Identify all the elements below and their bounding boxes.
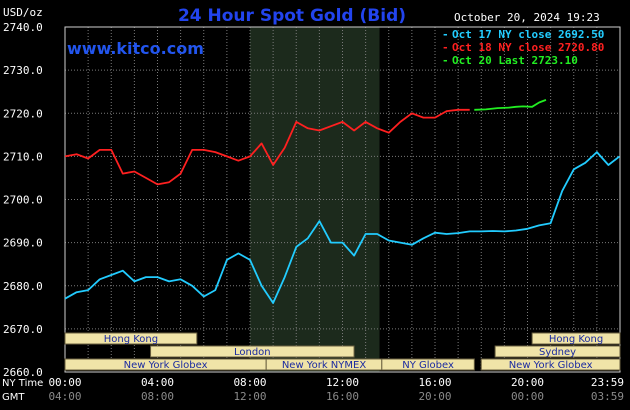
x-tick-label-gmt: 12:00: [233, 390, 266, 403]
x-tick-label-gmt: 03:59: [591, 390, 624, 403]
x-tick-label-ny: 08:00: [233, 376, 266, 389]
legend-entry: Oct 17 NY close 2692.50: [452, 28, 604, 41]
x-tick-label-gmt: 08:00: [141, 390, 174, 403]
session-bar: [480, 358, 621, 371]
gmt-label: GMT: [2, 392, 25, 403]
legend-entry: Oct 20 Last 2723.10: [452, 54, 578, 67]
x-tick-label-ny: 00:00: [48, 376, 81, 389]
x-tick-label-gmt: 16:00: [326, 390, 359, 403]
session-label: London: [234, 347, 271, 358]
x-tick-label-ny: 04:00: [141, 376, 174, 389]
y-tick-label: 2710.0: [3, 150, 43, 163]
x-tick-label-ny: 20:00: [511, 376, 544, 389]
unit-label: USD/oz: [3, 6, 43, 19]
y-tick-label: 2700.0: [3, 194, 43, 207]
x-tick-label-ny: 16:00: [418, 376, 451, 389]
ny-time-label: NY Time: [2, 378, 43, 389]
x-tick-label-gmt: 00:00: [511, 390, 544, 403]
session-bar: [494, 345, 621, 358]
session-bar: [64, 332, 198, 345]
legend-marker: -: [442, 54, 449, 67]
y-tick-label: 2720.0: [3, 107, 43, 120]
x-tick-label-gmt: 20:00: [418, 390, 451, 403]
series-line-1: [64, 151, 621, 304]
legend-marker: -: [442, 41, 449, 54]
y-tick-label: 2690.0: [3, 237, 43, 250]
timestamp: October 20, 2024 19:23: [454, 11, 600, 24]
session-bar: [150, 345, 355, 358]
x-tick-label-gmt: 04:00: [48, 390, 81, 403]
session-label: Hong Kong: [104, 334, 158, 345]
legend-marker: -: [442, 28, 449, 41]
y-tick-label: 2660.0: [3, 366, 43, 379]
y-tick-label: 2740.0: [3, 21, 43, 34]
plot-frame: [64, 26, 621, 373]
series-line-2: [64, 108, 470, 186]
session-label: New York Globex: [509, 360, 593, 371]
y-tick-label: 2730.0: [3, 64, 43, 77]
series-line-3: [474, 99, 547, 111]
session-label: NY Globex: [402, 360, 454, 371]
session-bar: [531, 332, 621, 345]
session-bar: [381, 358, 475, 371]
chart-title: 24 Hour Spot Gold (Bid): [178, 6, 406, 26]
site-logo: www.kitco.com: [67, 39, 204, 58]
legend-entry: Oct 18 NY close 2720.80: [452, 41, 604, 54]
session-label: New York NYMEX: [282, 360, 367, 371]
y-tick-label: 2670.0: [3, 323, 43, 336]
x-tick-label-ny: 23:59: [591, 376, 624, 389]
session-label: Sydney: [539, 347, 576, 358]
session-label: Hong Kong: [549, 334, 603, 345]
session-label: New York Globex: [124, 360, 208, 371]
y-tick-label: 2680.0: [3, 280, 43, 293]
x-tick-label-ny: 12:00: [326, 376, 359, 389]
